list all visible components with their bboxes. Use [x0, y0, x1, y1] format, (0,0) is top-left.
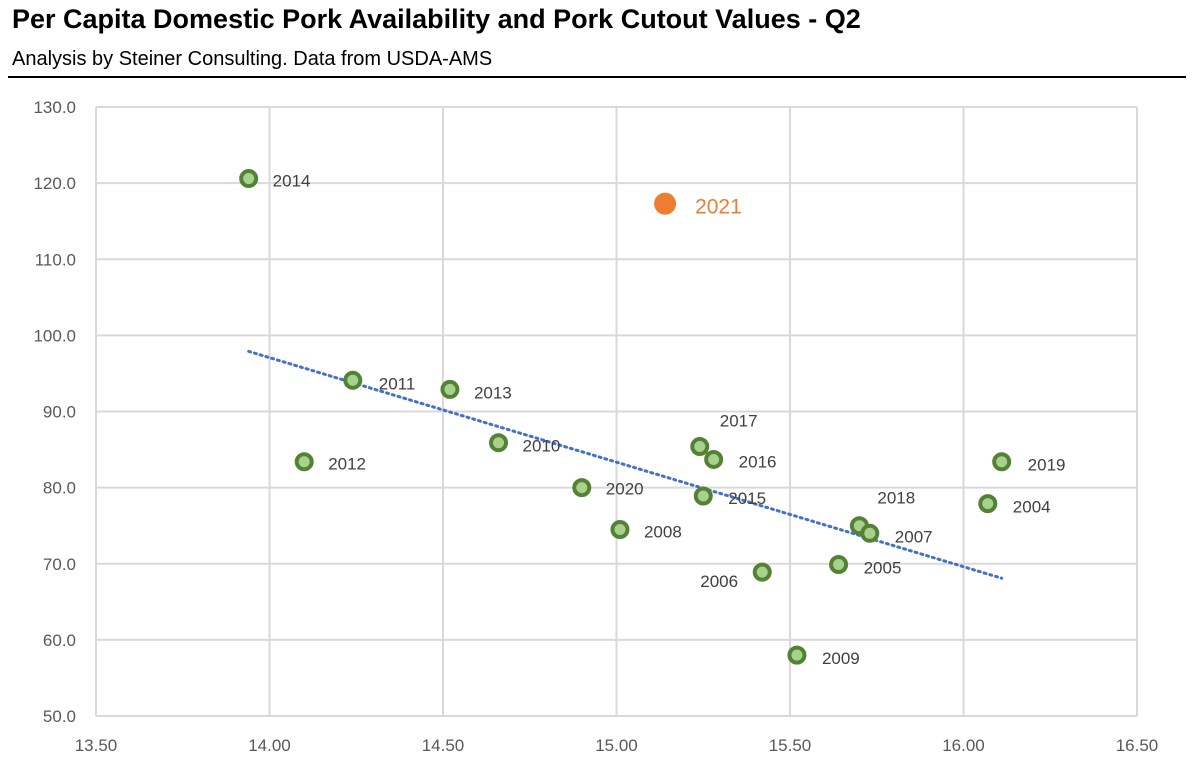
y-tick-label: 60.0 [43, 631, 76, 650]
chart-title: Per Capita Domestic Pork Availability an… [12, 4, 861, 34]
y-tick-label: 100.0 [33, 326, 76, 345]
point-label-2016: 2016 [739, 452, 777, 471]
point-2010 [489, 433, 509, 453]
data-points: 2014 2012 2011 2013 2010 2020 2008 2017 2016 2015… [239, 169, 1066, 668]
point-label-2007: 2007 [895, 527, 933, 546]
point-label-2011: 2011 [379, 374, 416, 393]
gridlines [95, 106, 1138, 717]
point-label-2005: 2005 [864, 559, 902, 578]
y-tick-label: 70.0 [43, 555, 76, 574]
point-2013 [440, 379, 460, 399]
point-label-2010: 2010 [523, 437, 561, 456]
point-label-2017: 2017 [720, 412, 758, 431]
point-label-2009: 2009 [822, 649, 860, 668]
point-label-2020: 2020 [606, 480, 644, 499]
y-tick-label: 50.0 [43, 707, 76, 726]
point-label-2014: 2014 [273, 172, 311, 191]
point-label-2013: 2013 [474, 383, 512, 402]
point-label-2004: 2004 [1013, 498, 1051, 517]
point-2006 [752, 562, 772, 582]
y-tick-label: 80.0 [43, 479, 76, 498]
y-tick-label: 120.0 [33, 174, 76, 193]
point-2012 [294, 452, 314, 472]
point-label-2008: 2008 [644, 522, 682, 541]
point-2019 [992, 452, 1012, 472]
x-tick-label: 15.50 [769, 736, 812, 755]
point-2020 [572, 478, 592, 498]
point-label-2021: 2021 [695, 196, 742, 219]
point-label-2006: 2006 [700, 572, 738, 591]
y-tick-label: 90.0 [43, 403, 76, 422]
y-tick-label: 110.0 [35, 250, 76, 269]
x-tick-label: 14.00 [248, 736, 291, 755]
point-2007 [860, 523, 880, 543]
point-2009 [787, 645, 807, 665]
trendline-line [247, 349, 1004, 580]
point-label-2012: 2012 [328, 455, 366, 474]
point-label-2018: 2018 [877, 489, 915, 508]
x-tick-label: 13.50 [75, 736, 118, 755]
point-2005 [829, 555, 849, 575]
point-2008 [610, 519, 630, 539]
x-tick-label: 14.50 [422, 736, 465, 755]
trendline [247, 349, 1004, 580]
point-2015 [693, 486, 713, 506]
point-2004 [978, 494, 998, 514]
point-2017 [690, 437, 710, 457]
point-label-2015: 2015 [728, 489, 766, 508]
title-divider [8, 76, 1186, 78]
y-tick-label: 130.0 [33, 98, 76, 117]
x-tick-label: 15.00 [595, 736, 638, 755]
point-label-2019: 2019 [1028, 456, 1066, 475]
point-2011 [343, 370, 363, 390]
point-2014 [239, 169, 259, 189]
x-tick-label: 16.00 [942, 736, 985, 755]
point-2021-highlight [654, 192, 677, 215]
x-tick-label: 16.50 [1116, 736, 1159, 755]
point-2016 [704, 449, 724, 469]
chart-subtitle: Analysis by Steiner Consulting. Data fro… [12, 48, 493, 70]
axes: 50.0 60.0 70.0 80.0 90.0 100.0 110.0 120.0 130.0… [33, 98, 1158, 755]
